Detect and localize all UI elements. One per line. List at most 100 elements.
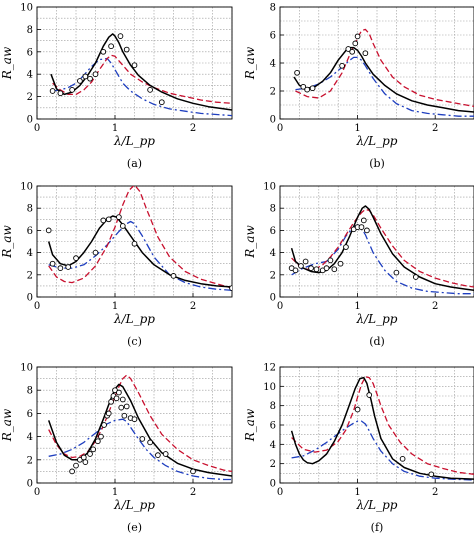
- series-line-solid-black: [290, 376, 474, 480]
- x-tick-label: 2: [190, 487, 196, 498]
- x-tick-label: 0: [277, 301, 283, 312]
- x-tick-label: 0: [277, 487, 283, 498]
- series-line-dashdot-blue: [48, 418, 232, 481]
- plot-area: [293, 28, 474, 117]
- x-axis-label: λ/L_pp: [356, 134, 398, 148]
- y-tick-label: 8: [27, 204, 33, 215]
- data-point-marker: [57, 265, 64, 271]
- data-point-marker: [94, 438, 101, 445]
- data-point-marker: [131, 240, 138, 247]
- y-tick-label: 2: [27, 455, 33, 466]
- data-point-marker: [366, 392, 373, 398]
- data-point-marker: [343, 244, 349, 250]
- data-point-marker: [131, 416, 138, 423]
- x-tick-label: 2: [432, 301, 438, 312]
- panel-caption: (f): [371, 521, 384, 534]
- series-line-solid-black: [293, 46, 474, 113]
- y-tick-label: 2: [27, 92, 33, 103]
- data-point-marker: [170, 273, 177, 279]
- data-point-marker: [300, 83, 307, 90]
- data-point-marker: [393, 269, 400, 276]
- y-tick-label: 10: [263, 382, 276, 393]
- chart-panel-5: 0 1 2 0 2 4 6 8 10 λ/L_pp R_aw (e): [0, 363, 233, 534]
- series-line-solid-black: [290, 205, 474, 292]
- axes-frame: [36, 6, 233, 120]
- axes-frame: [279, 185, 474, 298]
- y-tick-label: 12: [263, 363, 276, 374]
- data-point-marker: [90, 446, 97, 453]
- data-point-marker: [354, 406, 361, 413]
- data-point-marker: [309, 85, 316, 92]
- data-point-marker: [147, 87, 153, 93]
- data-point-marker: [304, 86, 311, 93]
- series-line-dashdot-blue: [291, 420, 474, 481]
- x-tick-label: 1: [112, 301, 118, 312]
- data-point-marker: [116, 389, 122, 396]
- data-point-marker: [412, 274, 419, 280]
- data-point-marker: [82, 459, 89, 465]
- plot-area: [288, 205, 474, 295]
- x-tick-label: 1: [112, 123, 118, 134]
- y-tick-label: 8: [27, 25, 33, 36]
- series-line-dashdot-blue: [291, 224, 474, 295]
- chart-panel-2: 0 1 2 0 2 4 6 8 λ/L_pp R_aw (b): [243, 3, 474, 170]
- data-point-marker: [77, 78, 83, 84]
- data-point-marker: [354, 33, 361, 40]
- data-point-marker: [57, 90, 64, 97]
- data-point-marker: [360, 217, 367, 224]
- data-point-marker: [73, 462, 79, 469]
- data-point-marker: [116, 214, 122, 220]
- data-point-marker: [158, 99, 165, 106]
- y-tick-label: 2: [270, 87, 276, 98]
- y-axis-label: R_aw: [0, 408, 14, 442]
- chart-panel-3: 0 1 2 0 2 4 6 8 10 λ/L_pp R_aw (c): [0, 182, 233, 348]
- x-tick-label: 2: [432, 487, 438, 498]
- series-line-dashdot-blue: [295, 56, 474, 117]
- x-axis-label: λ/L_pp: [356, 498, 398, 512]
- chart-panel-4: 0 1 2 0 2 4 6 8 10 λ/L_pp R_aw (d): [243, 182, 474, 348]
- data-point-marker: [139, 436, 146, 442]
- data-point-marker: [113, 395, 120, 402]
- plot-area: [45, 186, 232, 291]
- data-point-marker: [80, 454, 87, 461]
- y-tick-label: 8: [270, 401, 276, 412]
- series-line-dashed-red: [48, 186, 232, 289]
- data-point-marker: [339, 62, 345, 69]
- data-point-marker: [313, 266, 320, 273]
- y-tick-label: 10: [263, 182, 276, 193]
- y-tick-label: 4: [270, 248, 276, 259]
- data-point-marker: [123, 403, 130, 410]
- series-line-dashed-red: [295, 28, 474, 108]
- data-point-marker: [190, 468, 196, 475]
- y-tick-label: 2: [270, 459, 276, 470]
- y-tick-label: 0: [27, 115, 33, 126]
- data-point-marker: [345, 46, 352, 52]
- x-tick-label: 0: [34, 301, 40, 312]
- series-line-solid-black: [50, 33, 232, 111]
- y-tick-label: 0: [27, 293, 33, 304]
- series-line-solid-black: [47, 383, 232, 477]
- y-tick-label: 4: [270, 59, 276, 70]
- y-axis-label: R_aw: [0, 225, 14, 259]
- x-axis-label: λ/L_pp: [356, 312, 398, 326]
- y-tick-label: 8: [270, 204, 276, 215]
- y-tick-label: 8: [27, 386, 33, 397]
- data-point-marker: [45, 227, 52, 234]
- data-point-marker: [327, 257, 334, 264]
- x-axis-label: λ/L_pp: [113, 498, 155, 512]
- data-point-marker: [147, 439, 153, 446]
- data-point-marker: [100, 217, 107, 224]
- data-point-marker: [337, 260, 344, 267]
- data-point-marker: [298, 263, 304, 269]
- y-tick-label: 4: [27, 70, 33, 81]
- data-point-marker: [399, 455, 406, 462]
- y-tick-label: 2: [270, 270, 276, 281]
- y-tick-label: 8: [270, 3, 276, 14]
- data-point-marker: [87, 75, 93, 82]
- data-point-marker: [73, 255, 79, 262]
- axes-frame: [36, 366, 233, 484]
- y-tick-label: 0: [270, 293, 276, 304]
- data-point-marker: [92, 249, 99, 256]
